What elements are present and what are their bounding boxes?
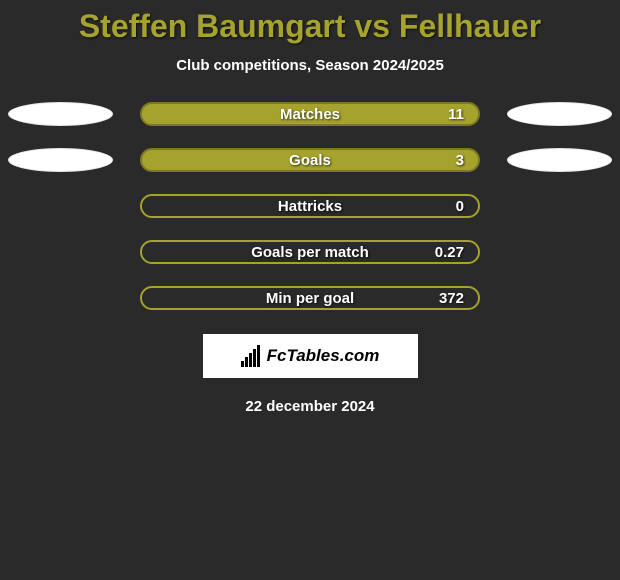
stat-rows: Matches 11 Goals 3 Hattricks 0 Goals per match… (0, 102, 620, 310)
stat-bar: Min per goal 372 (140, 286, 480, 310)
chart-icon (241, 345, 263, 367)
player-right-ellipse (507, 148, 612, 172)
stat-label: Matches (280, 106, 340, 123)
stat-value: 0 (456, 198, 464, 215)
stat-row: Hattricks 0 (0, 194, 620, 218)
stat-row: Goals 3 (0, 148, 620, 172)
stat-label: Min per goal (266, 290, 354, 307)
page-title: Steffen Baumgart vs Fellhauer (79, 8, 541, 45)
brand-text: FcTables.com (267, 346, 380, 366)
stat-value: 11 (448, 106, 464, 123)
stat-bar: Matches 11 (140, 102, 480, 126)
stat-row: Matches 11 (0, 102, 620, 126)
page-subtitle: Club competitions, Season 2024/2025 (176, 57, 444, 74)
date-text: 22 december 2024 (245, 398, 374, 415)
brand-badge: FcTables.com (203, 334, 418, 378)
stat-value: 3 (456, 152, 464, 169)
stat-bar: Goals 3 (140, 148, 480, 172)
stat-value: 372 (439, 290, 464, 307)
stat-label: Goals per match (251, 244, 369, 261)
stat-bar: Goals per match 0.27 (140, 240, 480, 264)
player-right-ellipse (507, 102, 612, 126)
stat-row: Min per goal 372 (0, 286, 620, 310)
player-left-ellipse (8, 148, 113, 172)
stat-value: 0.27 (435, 244, 464, 261)
stat-bar: Hattricks 0 (140, 194, 480, 218)
player-left-ellipse (8, 102, 113, 126)
stat-row: Goals per match 0.27 (0, 240, 620, 264)
stat-label: Hattricks (278, 198, 342, 215)
comparison-infographic: Steffen Baumgart vs Fellhauer Club compe… (0, 0, 620, 580)
stat-label: Goals (289, 152, 331, 169)
